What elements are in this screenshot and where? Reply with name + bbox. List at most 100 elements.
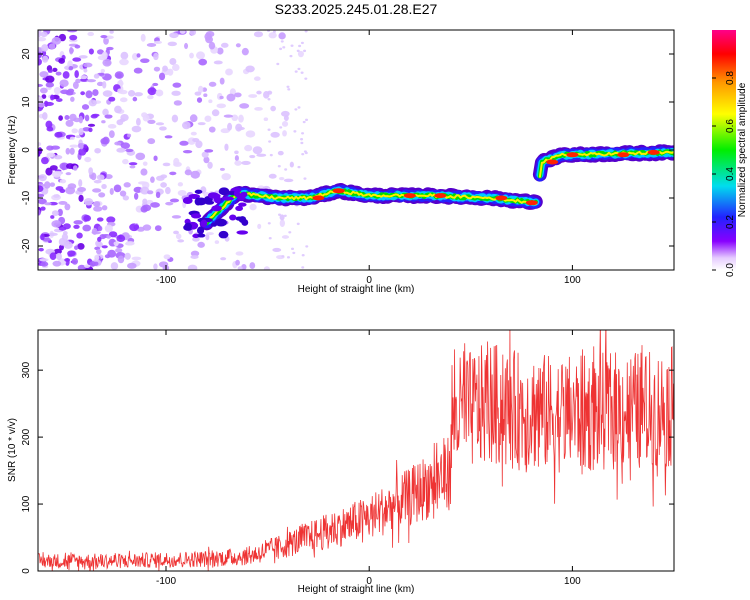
noise-blob [51, 210, 59, 217]
noise-blob [169, 32, 179, 39]
colorbar-tick-label: 0.4 [725, 167, 736, 181]
noise-blob [241, 160, 251, 165]
noise-blob [179, 30, 186, 34]
noise-blob [131, 256, 142, 261]
ridge-blob [195, 197, 207, 206]
noise-blob [219, 167, 225, 171]
noise-blob [119, 190, 127, 197]
noise-blob [270, 105, 276, 112]
noise-blob [155, 122, 165, 126]
ridge-blob [204, 200, 215, 205]
noise-blob [94, 254, 100, 261]
noise-blob [196, 51, 205, 60]
noise-blob [253, 31, 264, 38]
colorbar-tick-label: 0.8 [725, 71, 736, 85]
noise-blob [88, 99, 97, 107]
y-tick-label: 200 [21, 428, 32, 445]
noise-blob [45, 120, 53, 129]
noise-blob [252, 146, 263, 155]
noise-blob [281, 121, 289, 127]
noise-blob [41, 44, 49, 52]
noise-blob [38, 142, 42, 146]
noise-blob [67, 183, 77, 190]
noise-blob [284, 168, 288, 171]
noise-blob [53, 86, 62, 95]
spectrogram-x-ticks: -100 0 100 [156, 30, 581, 286]
noise-blob [147, 87, 157, 96]
noise-blob [256, 153, 267, 157]
noise-blob [97, 236, 102, 242]
y-tick-label: 20 [21, 48, 32, 60]
noise-blob [280, 110, 290, 117]
noise-blob [197, 85, 204, 93]
noise-blob [40, 206, 46, 211]
noise-blob [280, 40, 284, 43]
noise-blob [127, 262, 137, 269]
noise-blob [279, 219, 286, 227]
snr-x-ticks: -100 0 100 [156, 330, 581, 587]
noise-blob [279, 126, 283, 129]
noise-blob [104, 254, 111, 259]
noise-blob [136, 117, 141, 126]
noise-blob [117, 255, 125, 264]
noise-blob [301, 152, 305, 156]
noise-blob [78, 127, 84, 136]
noise-blob [245, 65, 255, 73]
noise-blob [87, 31, 95, 37]
noise-blob [179, 140, 189, 146]
noise-blob [58, 115, 63, 121]
noise-blob [77, 187, 87, 192]
noise-blob [294, 70, 298, 73]
noise-blob [88, 48, 94, 55]
noise-blob [104, 224, 113, 233]
noise-blob [78, 148, 87, 156]
noise-blob [224, 143, 229, 151]
noise-blob [45, 82, 55, 88]
noise-blob [53, 155, 63, 160]
noise-blob [301, 254, 305, 257]
snr-frame [37, 329, 675, 572]
colorbar-label: Normalized spectral amplitude [737, 82, 748, 217]
noise-blob [59, 79, 69, 87]
noise-blob [155, 191, 161, 199]
noise-blob [207, 161, 213, 169]
noise-blob [93, 179, 102, 184]
colorbar-tick-label: 0.0 [725, 263, 736, 277]
noise-blob [39, 71, 49, 78]
noise-blob [103, 37, 109, 45]
ridge-blob [200, 219, 208, 228]
noise-blob [116, 234, 126, 243]
ridge-blob [238, 202, 247, 207]
noise-blob [287, 88, 291, 91]
noise-blob [276, 62, 280, 66]
noise-blob [227, 122, 233, 131]
noise-blob [249, 262, 256, 270]
noise-blob [65, 119, 74, 127]
noise-blob [282, 130, 287, 137]
noise-blob [203, 93, 208, 98]
noise-blob [214, 240, 220, 244]
noise-blob [270, 131, 280, 138]
y-tick-label: 300 [21, 361, 32, 378]
noise-blob [226, 93, 236, 102]
noise-blob [93, 261, 99, 266]
ridge-blob [229, 214, 237, 221]
noise-blob [277, 150, 284, 156]
noise-blob [72, 81, 79, 90]
noise-blob [204, 115, 212, 122]
noise-blob [101, 184, 107, 190]
noise-blob [290, 44, 294, 47]
noise-blob [44, 181, 51, 189]
noise-blob [69, 147, 75, 155]
ridge-peak [525, 200, 538, 206]
noise-blob [162, 162, 171, 167]
noise-blob [61, 162, 66, 171]
noise-blob [46, 152, 56, 158]
noise-blob [127, 133, 132, 138]
noise-blob [38, 247, 44, 252]
noise-blob [278, 176, 285, 181]
noise-blob [175, 233, 182, 240]
noise-blob [253, 76, 261, 81]
noise-blob [58, 57, 66, 64]
